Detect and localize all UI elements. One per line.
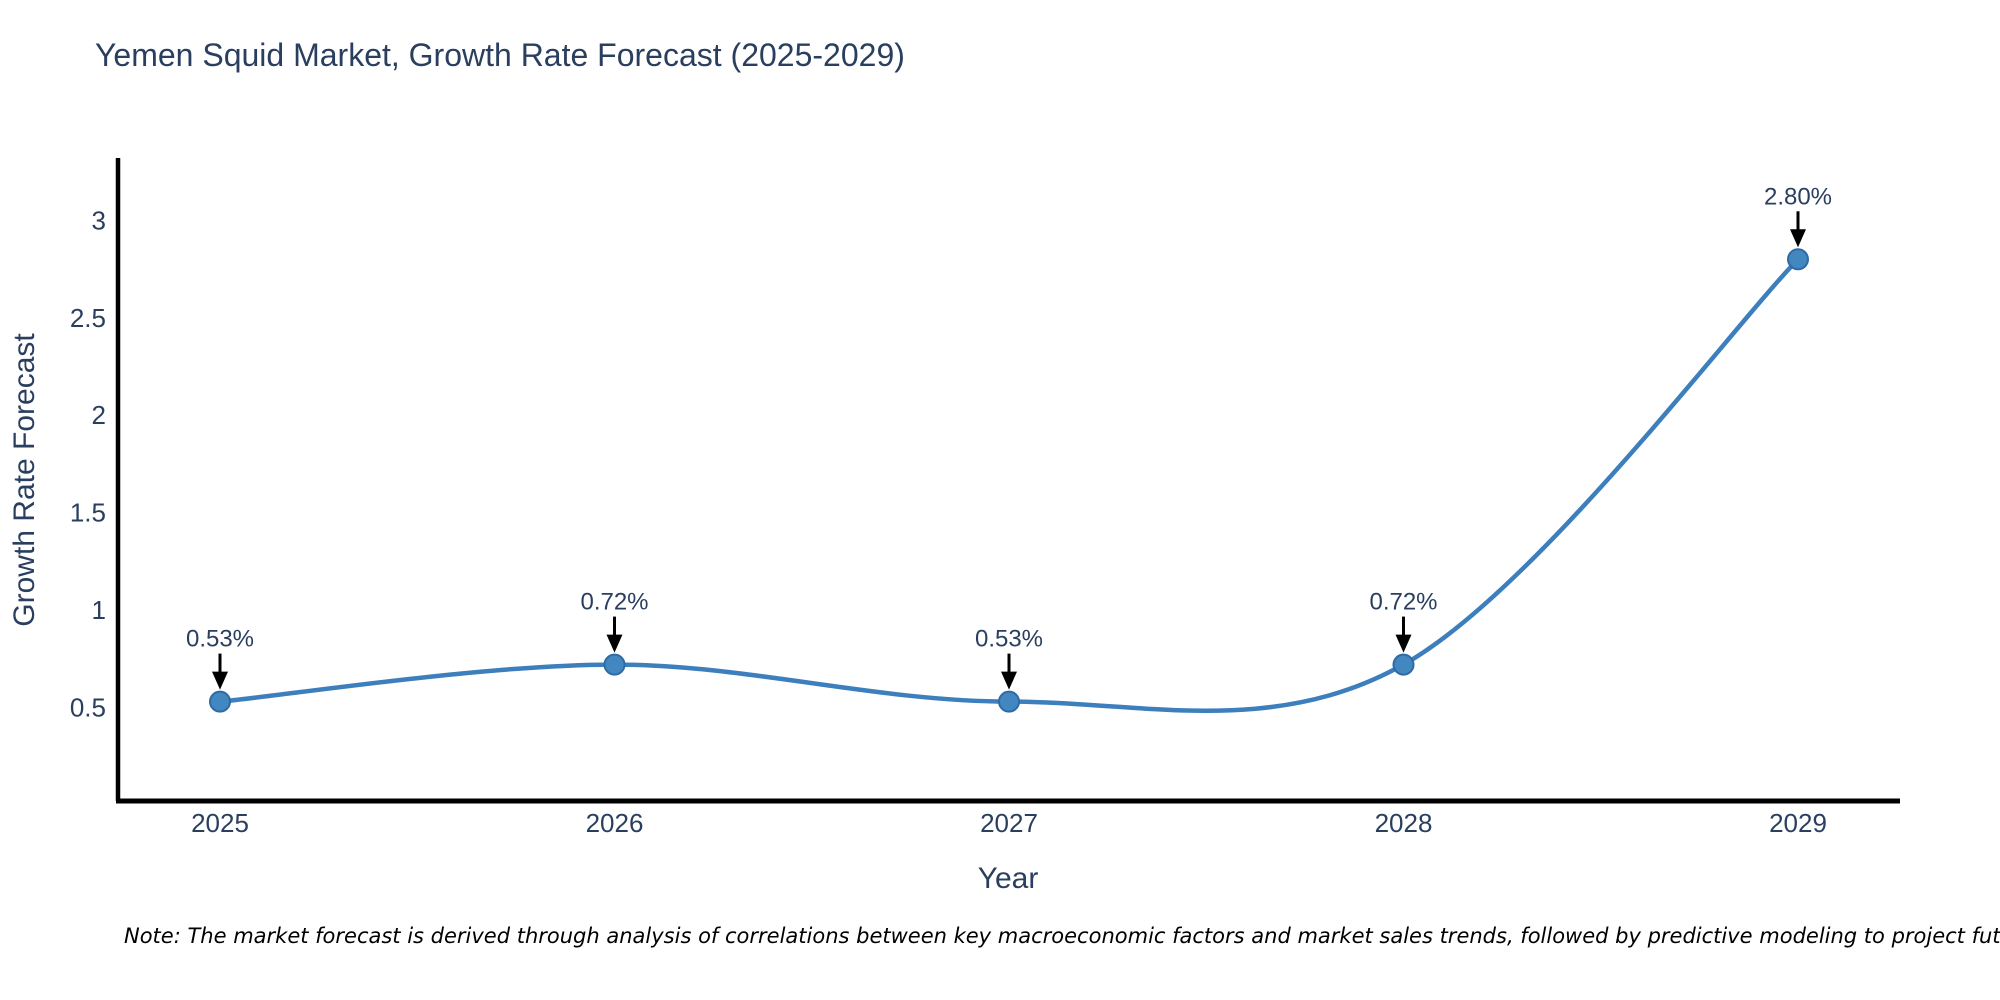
- annotation-label: 2.80%: [1764, 183, 1832, 210]
- annotation-label: 0.53%: [975, 626, 1043, 653]
- y-tick-label: 2.5: [70, 303, 106, 333]
- data-point-marker: [1787, 248, 1809, 271]
- data-point-marker: [1392, 653, 1415, 676]
- x-tick-label: 2028: [1375, 808, 1433, 838]
- annotation-arrowhead: [1395, 634, 1412, 653]
- data-point-marker: [603, 653, 626, 676]
- y-tick-label: 0.5: [70, 692, 106, 722]
- x-tick-label: 2029: [1769, 808, 1827, 838]
- y-axis-title: Growth Rate Forecast: [8, 333, 41, 627]
- x-tick-label: 2027: [980, 808, 1038, 838]
- x-tick-label: 2026: [586, 808, 644, 838]
- annotation-arrowhead: [1790, 229, 1806, 248]
- plot-area: 0.5 1 1.5 2 2.5 3 2025 2026 2027 2028 2029 0.53% 0.7…: [70, 158, 1900, 838]
- data-point-marker: [209, 690, 231, 713]
- annotation-arrowhead: [1001, 671, 1017, 690]
- annotation-label: 0.53%: [186, 626, 254, 653]
- annotation-arrowhead: [212, 671, 228, 690]
- annotation-label: 0.72%: [1369, 589, 1437, 616]
- y-tick-label: 2: [92, 400, 106, 430]
- y-tick-label: 3: [92, 205, 106, 235]
- x-tick-label: 2025: [191, 808, 249, 838]
- annotation-label: 0.72%: [580, 589, 648, 616]
- data-point-marker: [998, 690, 1020, 713]
- x-axis-title: Year: [978, 862, 1039, 895]
- y-tick-label: 1.5: [70, 498, 106, 528]
- footnote: Note: The market forecast is derived thr…: [124, 924, 2000, 948]
- chart-title: Yemen Squid Market, Growth Rate Forecast…: [95, 37, 905, 73]
- y-tick-label: 1: [92, 595, 106, 625]
- series-line: [217, 257, 1801, 713]
- annotation-arrowhead: [606, 634, 623, 653]
